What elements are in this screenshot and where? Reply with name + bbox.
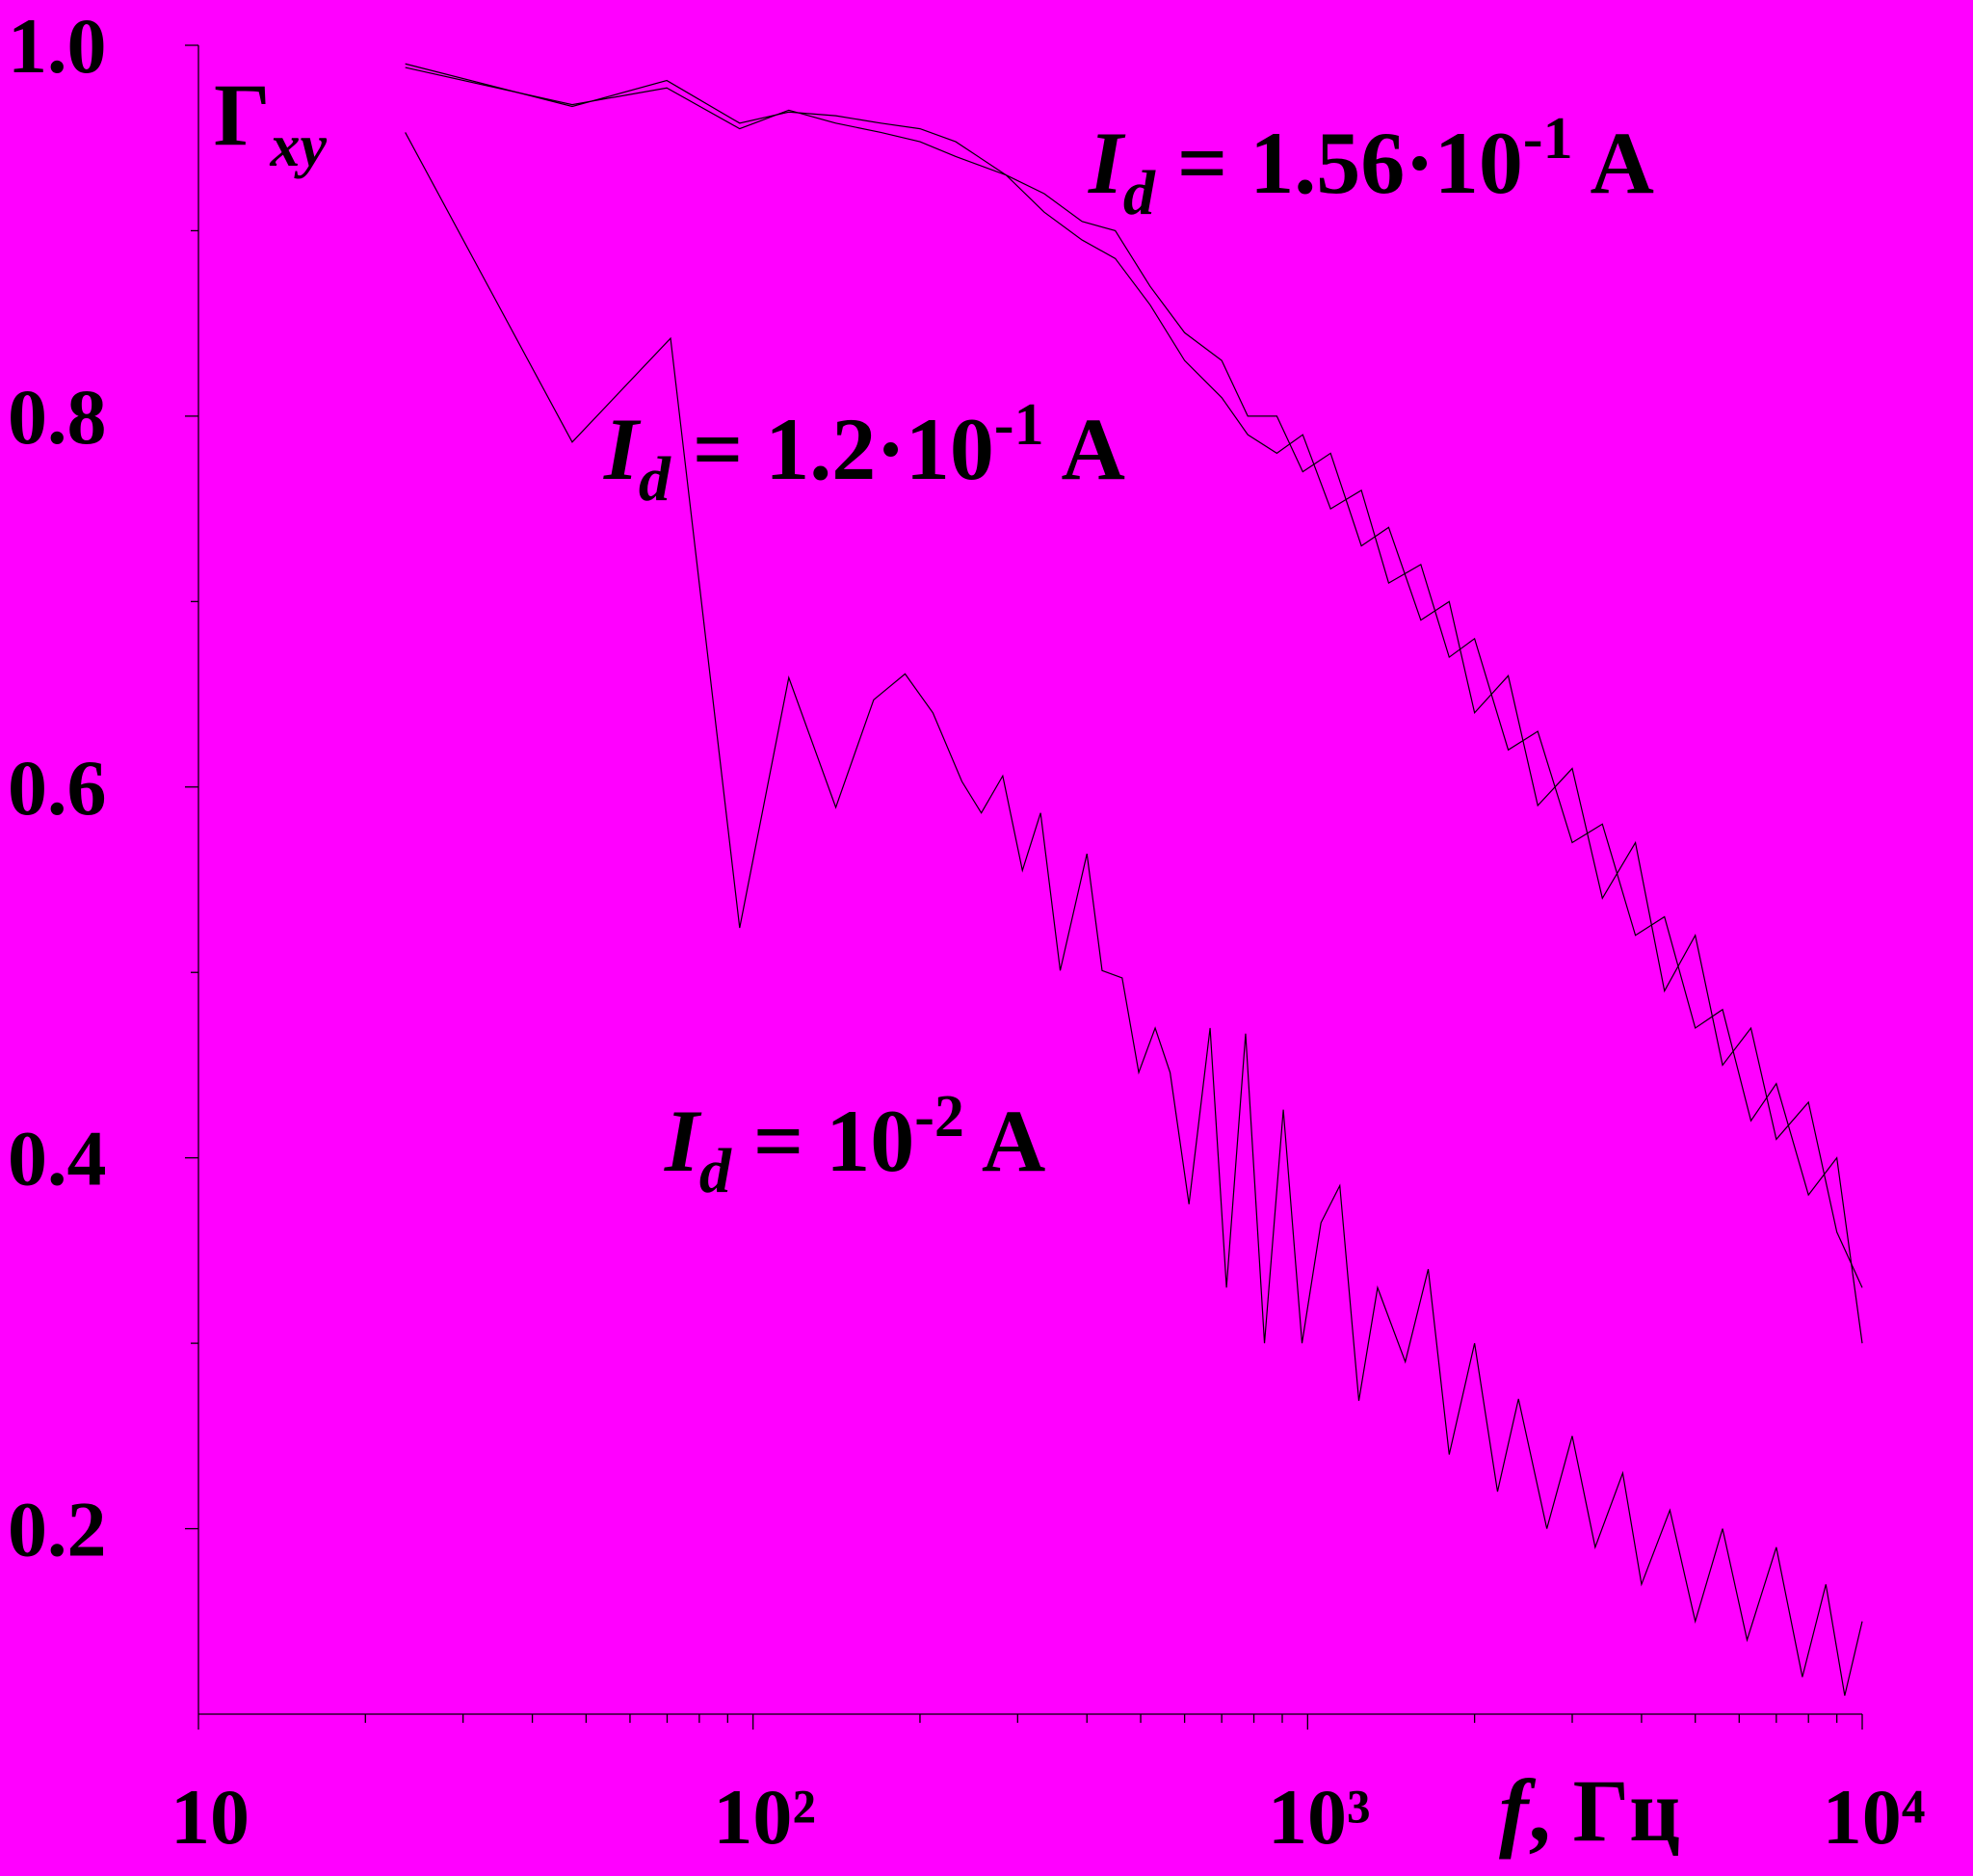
annotation: Id = 10-2 A <box>664 1084 1045 1206</box>
x-tick-label: 10⁴ <box>1823 1773 1926 1861</box>
annotation-unit: A <box>964 1092 1045 1190</box>
annotation-exponent: -2 <box>914 1084 964 1149</box>
annotation-exponent: -1 <box>1523 106 1573 172</box>
annotation-unit: A <box>1044 400 1125 498</box>
y-tick-label: 0.2 <box>8 1486 107 1573</box>
x-axis-label: f, Гц <box>1499 1761 1680 1860</box>
y-label-symbol: Γ <box>214 66 271 164</box>
annotation-text: = 1.2·10 <box>671 400 994 498</box>
annotation-unit: A <box>1573 114 1654 212</box>
annotation-subscript: d <box>699 1136 732 1206</box>
data-line <box>405 132 1863 1696</box>
annotation-text: = 10 <box>731 1092 914 1190</box>
x-tick-label: 10² <box>713 1773 816 1861</box>
annotation-symbol: I <box>603 400 642 498</box>
x-tick-label: 10³ <box>1268 1773 1371 1861</box>
annotation-subscript: d <box>1123 158 1156 228</box>
y-label-subscript: xy <box>270 114 328 179</box>
y-tick-label: 0.6 <box>8 744 107 832</box>
annotation-exponent: -1 <box>994 392 1044 458</box>
x-label-text: , Гц <box>1529 1761 1681 1860</box>
annotation-text: = 1.56·10 <box>1155 114 1523 212</box>
annotation-symbol: I <box>664 1092 702 1190</box>
y-tick-label: 0.8 <box>8 373 107 461</box>
annotation: Id = 1.56·10-1 A <box>1088 106 1654 228</box>
annotation-symbol: I <box>1088 114 1126 212</box>
y-tick-label: 1.0 <box>8 2 107 90</box>
annotation: Id = 1.2·10-1 A <box>603 392 1125 515</box>
y-axis-label: Γxy <box>214 66 328 179</box>
data-line <box>405 66 1863 1344</box>
x-tick-label: 10 <box>171 1773 250 1861</box>
annotation-subscript: d <box>639 444 671 515</box>
data-line <box>405 63 1863 1288</box>
y-tick-label: 0.4 <box>8 1115 107 1202</box>
